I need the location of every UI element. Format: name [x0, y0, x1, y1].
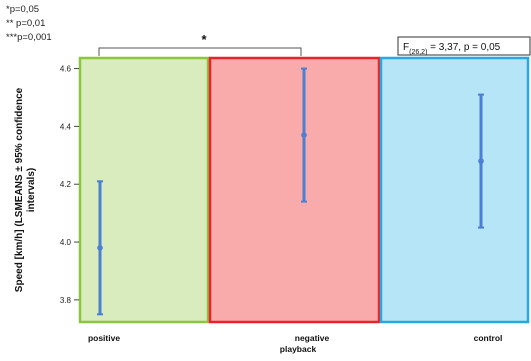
band-control [379, 56, 530, 324]
y-tick-label: 4.6 [60, 65, 72, 74]
significance-legend-item: *p=0,05 [6, 4, 40, 15]
y-tick-label: 4.4 [60, 122, 72, 131]
significance-bracket: * [98, 32, 302, 56]
x-category-label-positive: positive [88, 333, 120, 343]
y-axis: 3.8 4.0 4.2 4.4 4.6 [60, 65, 79, 305]
x-axis-label: playback [280, 344, 317, 354]
y-tick-label: 4.0 [60, 238, 72, 247]
stat-annotation-frame [397, 36, 531, 56]
significance-bracket-line [98, 47, 302, 56]
mean-point-control [478, 158, 484, 164]
x-category-label-control: control [474, 333, 503, 343]
mean-point-negative [301, 132, 307, 138]
band-negative [208, 56, 381, 324]
y-tick-label: 3.8 [60, 296, 72, 305]
x-category-labels: positive negative control [88, 333, 502, 343]
y-axis-label: Speed [km/h] (LSMEANS ± 95% confidence in… [14, 87, 37, 292]
error-bars [97, 67, 484, 316]
stat-annotation-box: F(26,2) = 3,37, p = 0,05 [397, 36, 531, 56]
stat-annotation-text: F(26,2) = 3,37, p = 0,05 [403, 42, 501, 56]
y-axis-label-line: intervals) [26, 168, 37, 212]
category-bands [78, 56, 530, 324]
significance-legend-item: ***p=0,001 [6, 32, 52, 43]
y-tick-label: 4.2 [60, 180, 72, 189]
x-category-label-negative: negative [295, 333, 330, 343]
mean-point-positive [97, 245, 103, 251]
significance-legend-item: ** p=0,01 [6, 18, 46, 29]
y-axis-label-line: Speed [km/h] (LSMEANS ± 95% confidence [14, 87, 25, 292]
significance-legend: *p=0,05 ** p=0,01 ***p=0,001 [6, 3, 52, 45]
significance-star: * [201, 32, 207, 47]
